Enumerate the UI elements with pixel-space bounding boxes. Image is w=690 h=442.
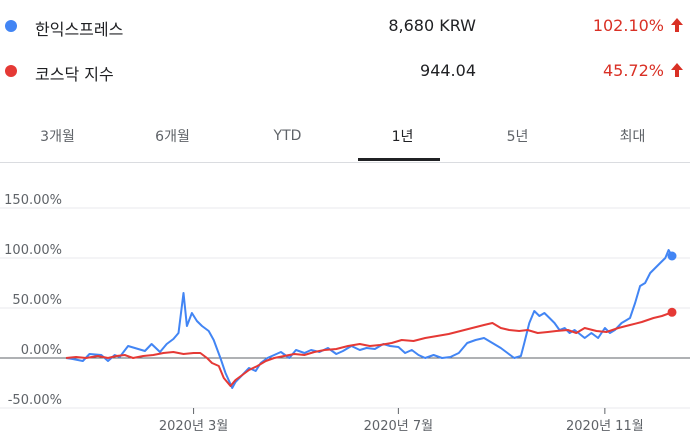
series-color-dot (5, 20, 17, 32)
series-line-hanex (65, 249, 673, 389)
series-line-kosdaq (65, 311, 673, 387)
tab-5-years[interactable]: 5년 (506, 129, 529, 145)
series-change: 102.10% (592, 16, 664, 35)
time-range-tabs: 3개월 6개월 YTD 1년 5년 최대 (0, 112, 690, 162)
y-tick-label: 0.00% (21, 343, 62, 358)
series-change: 45.72% (602, 61, 664, 80)
x-tick-label: 2020년 3월 (159, 419, 228, 434)
series-end-marker (667, 307, 677, 317)
arrow-up-icon (671, 18, 683, 32)
tab-max[interactable]: 최대 (619, 129, 646, 145)
legend-row-kosdaq[interactable]: 코스닥 지수 944.04 45.72% (0, 53, 690, 87)
series-color-dot (5, 65, 17, 77)
y-tick-label: 100.00% (4, 243, 62, 258)
series-price: 944.04 (420, 61, 476, 80)
tab-ytd[interactable]: YTD (273, 128, 302, 144)
x-tick-label: 2020년 7월 (364, 419, 433, 434)
legend-row-hanex[interactable]: 한익스프레스 8,680 KRW 102.10% (0, 8, 690, 42)
series-price: 8,680 KRW (388, 16, 476, 35)
tab-3-months[interactable]: 3개월 (40, 129, 75, 145)
active-tab-indicator (358, 158, 440, 161)
y-tick-label: -50.00% (8, 393, 62, 408)
arrow-up-icon (671, 63, 683, 77)
series-name: 한익스프레스 (35, 20, 124, 39)
tab-6-months[interactable]: 6개월 (155, 129, 190, 145)
price-comparison-chart[interactable]: 150.00% 100.00% 50.00% 0.00% -50.00% 2020년 3월… (0, 163, 690, 442)
series-end-marker (667, 251, 677, 261)
y-tick-label: 50.00% (12, 293, 62, 308)
x-tick-label: 2020년 11월 (566, 419, 644, 434)
tab-1-year[interactable]: 1년 (391, 129, 414, 145)
y-tick-label: 150.00% (4, 193, 62, 208)
tabs-divider (0, 162, 690, 163)
series-name: 코스닥 지수 (35, 65, 114, 84)
